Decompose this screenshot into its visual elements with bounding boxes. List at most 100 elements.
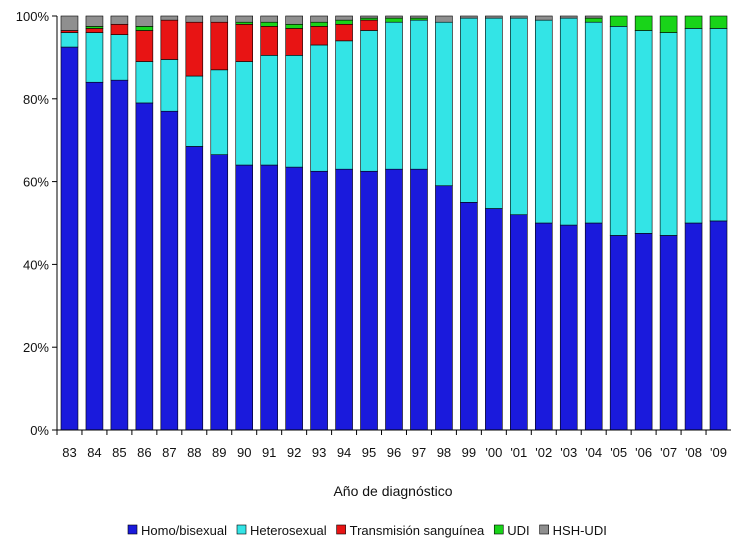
bar-segment-06-s1 xyxy=(634,30,653,234)
bar-segment-94-s4 xyxy=(335,15,353,21)
bar-segment-05-s1 xyxy=(609,26,628,236)
x-tick-label: 92 xyxy=(287,445,301,460)
bar-segment-99-s4 xyxy=(460,15,478,19)
x-tick-label: '06 xyxy=(635,445,652,460)
bar-segment-92-s1 xyxy=(285,55,303,168)
legend-label: HSH-UDI xyxy=(553,523,607,538)
bar-segment-03-s4 xyxy=(559,15,578,19)
bar-segment-96-s4 xyxy=(385,15,403,19)
x-tick-label: '05 xyxy=(610,445,627,460)
y-tick-label: 0% xyxy=(30,423,49,438)
bar-segment-02-s1 xyxy=(534,19,553,224)
legend-swatch xyxy=(236,524,247,535)
bar-segment-84-s0 xyxy=(85,81,104,431)
y-tick-label: 80% xyxy=(23,92,49,107)
bar-segment-90-s0 xyxy=(235,164,253,431)
bar-segment-99-s0 xyxy=(460,202,478,431)
bar-segment-96-s3 xyxy=(385,17,403,23)
bar-segment-93-s0 xyxy=(310,170,328,431)
bar-segment-08-s3 xyxy=(684,15,703,29)
y-tick-labels: 0% 20% 40% 60% 80% 100% xyxy=(16,9,50,438)
bar-segment-90-s3 xyxy=(235,21,253,25)
bar-segment-01-s1 xyxy=(510,17,528,216)
axes-layer xyxy=(52,15,731,435)
bar-segment-90-s4 xyxy=(235,15,253,23)
x-tick-label: 86 xyxy=(137,445,151,460)
x-tick-label: 83 xyxy=(62,445,76,460)
legend-swatch xyxy=(539,524,549,535)
bar-segment-85-s0 xyxy=(110,79,129,431)
bar-segment-95-s4 xyxy=(360,15,378,19)
bar-segment-83-s4 xyxy=(60,15,79,31)
bar-segment-02-s0 xyxy=(534,222,553,431)
bar-segment-84-s4 xyxy=(85,15,104,27)
bar-segment-91-s1 xyxy=(260,55,278,166)
bar-segment-92-s2 xyxy=(285,28,303,56)
bar-segment-09-s0 xyxy=(709,220,728,431)
legend-label: Heterosexual xyxy=(250,523,327,538)
bar-segment-07-s0 xyxy=(659,235,678,431)
bar-segment-04-s0 xyxy=(584,222,603,431)
bar-segment-03-s1 xyxy=(559,17,578,226)
x-tick-label: 91 xyxy=(262,445,276,460)
x-tick-label: 84 xyxy=(87,445,101,460)
bar-segment-00-s1 xyxy=(485,17,503,209)
bar-segment-88-s1 xyxy=(185,75,204,147)
bar-segment-89-s0 xyxy=(210,154,229,431)
bar-segment-93-s3 xyxy=(310,21,328,27)
bar-segment-83-s2 xyxy=(60,30,79,33)
bar-segment-93-s2 xyxy=(310,26,328,46)
bar-segment-03-s0 xyxy=(559,224,578,431)
bar-segment-90-s1 xyxy=(235,61,253,166)
bar-segment-08-s1 xyxy=(684,28,703,224)
bar-segment-09-s1 xyxy=(709,28,728,222)
bar-segment-93-s4 xyxy=(310,15,328,23)
x-tick-label: '08 xyxy=(685,445,702,460)
y-tick-label: 20% xyxy=(23,340,49,355)
bars-layer xyxy=(60,15,728,431)
x-tick-label: 97 xyxy=(412,445,426,460)
bar-segment-07-s1 xyxy=(659,32,678,236)
x-tick-label: '00 xyxy=(485,445,502,460)
bar-segment-85-s4 xyxy=(110,15,129,25)
bar-segment-91-s4 xyxy=(260,15,278,23)
bar-segment-00-s4 xyxy=(485,15,503,19)
bar-segment-95-s2 xyxy=(360,19,378,31)
bar-segment-84-s3 xyxy=(85,26,104,29)
x-tick-label: 88 xyxy=(187,445,201,460)
bar-segment-97-s3 xyxy=(410,17,428,21)
bar-segment-86-s2 xyxy=(135,30,154,62)
x-tick-label: '01 xyxy=(510,445,527,460)
bar-segment-95-s1 xyxy=(360,30,378,172)
bar-segment-05-s3 xyxy=(609,15,628,27)
y-tick-label: 40% xyxy=(23,257,49,272)
bar-segment-97-s1 xyxy=(410,19,428,170)
bar-segment-88-s2 xyxy=(185,21,204,77)
bar-segment-88-s4 xyxy=(185,15,204,23)
bar-segment-98-s0 xyxy=(435,185,453,431)
bar-segment-08-s0 xyxy=(684,222,703,431)
bar-segment-90-s2 xyxy=(235,23,253,62)
bar-segment-84-s2 xyxy=(85,28,104,33)
bar-segment-86-s3 xyxy=(135,26,154,31)
bar-segment-87-s2 xyxy=(160,19,179,60)
legend-swatch xyxy=(493,524,504,535)
bar-segment-98-s4 xyxy=(435,15,453,23)
bar-segment-92-s4 xyxy=(285,15,303,25)
x-tick-label: 85 xyxy=(112,445,126,460)
x-tick-labels: 83 84 85 86 87 88 89 90 91 92 93 94 95 96 97 98 99 '00 '01… xyxy=(62,445,727,460)
legend-swatch xyxy=(127,524,138,535)
legend-swatch xyxy=(336,524,346,535)
x-tick-label: 89 xyxy=(212,445,226,460)
bar-segment-83-s1 xyxy=(60,32,79,48)
x-tick-label: 98 xyxy=(437,445,451,460)
bar-segment-86-s4 xyxy=(135,15,154,27)
bar-segment-99-s1 xyxy=(460,17,478,203)
legend-label: UDI xyxy=(507,523,529,538)
y-tick-label: 100% xyxy=(16,9,50,24)
x-tick-label: 94 xyxy=(337,445,351,460)
bar-segment-85-s1 xyxy=(110,34,129,81)
y-tick-label: 60% xyxy=(23,175,49,190)
